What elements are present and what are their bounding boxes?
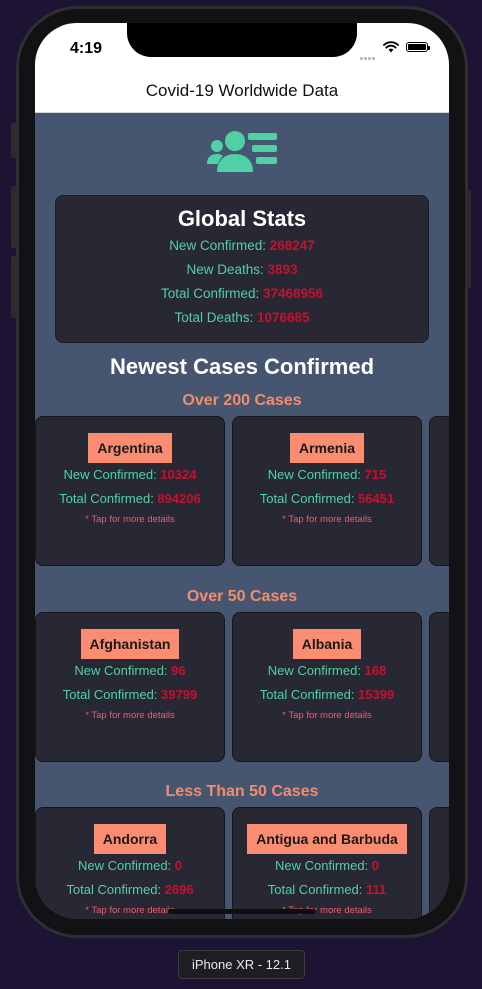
new-confirmed-value: 0 <box>174 858 183 873</box>
tap-hint: * Tap for more details <box>85 514 175 525</box>
power-button <box>465 190 471 288</box>
battery-icon <box>406 42 430 52</box>
total-confirmed-label: Total Confirmed: <box>66 882 165 897</box>
cards-row-over-200[interactable]: Argentina New Confirmed: 10324 Total Con… <box>35 416 449 568</box>
country-name-badge: Albania <box>292 629 362 659</box>
tap-hint: * Tap for more details <box>282 514 372 525</box>
simulator-device-label: iPhone XR - 12.1 <box>178 950 305 979</box>
people-list-icon <box>207 131 277 172</box>
status-time: 4:19 <box>70 40 103 57</box>
new-confirmed-line: New Confirmed: 10324 <box>36 463 224 487</box>
total-confirmed-value: 56451 <box>358 491 395 506</box>
new-confirmed-label: New Confirmed: <box>74 663 172 678</box>
country-card-partial[interactable] <box>429 416 449 566</box>
new-confirmed-line: New Confirmed: 0 <box>36 854 224 878</box>
country-card-partial[interactable] <box>429 807 449 919</box>
stat-value: 1076685 <box>256 310 310 325</box>
country-card-andorra[interactable]: Andorra New Confirmed: 0 Total Confirmed… <box>35 807 225 919</box>
total-confirmed-line: Total Confirmed: 2696 <box>36 878 224 902</box>
new-confirmed-line: New Confirmed: 0 <box>233 854 421 878</box>
new-confirmed-line: New Confirmed: 96 <box>36 659 224 683</box>
total-confirmed-value: 111 <box>366 882 387 897</box>
country-name-badge: Andorra <box>93 824 167 854</box>
total-confirmed-line: Total Confirmed: 39799 <box>36 683 224 707</box>
new-confirmed-value: 0 <box>371 858 380 873</box>
newest-cases-title: Newest Cases Confirmed <box>109 354 375 379</box>
new-confirmed-label: New Confirmed: <box>77 858 175 873</box>
total-confirmed-value: 2696 <box>164 882 194 897</box>
country-card-antigua-and-barbuda[interactable]: Antigua and Barbuda New Confirmed: 0 Tot… <box>232 807 422 919</box>
device-screen: 4:19 Covid-19 Worldwide Data Global Stat… <box>35 23 449 919</box>
new-confirmed-value: 10324 <box>160 467 197 482</box>
global-stats-title: Global Stats <box>177 206 307 231</box>
total-confirmed-line: Total Confirmed: 111 <box>233 878 421 902</box>
total-confirmed-value: 894206 <box>157 491 201 506</box>
stat-label: Total Deaths: <box>174 310 257 325</box>
notch <box>127 23 357 57</box>
mute-switch <box>11 123 17 158</box>
global-stats-card: Global Stats New Confirmed: 268247 New D… <box>55 195 429 343</box>
new-confirmed-value: 96 <box>171 663 186 678</box>
global-total-confirmed: Total Confirmed: 37468956 <box>56 282 428 306</box>
global-new-deaths: New Deaths: 3893 <box>56 258 428 282</box>
cards-row-over-50[interactable]: Afghanistan New Confirmed: 96 Total Conf… <box>35 612 449 764</box>
wifi-icon <box>383 41 399 53</box>
tap-hint: * Tap for more details <box>85 710 175 721</box>
country-name-badge: Antigua and Barbuda <box>247 824 407 854</box>
new-confirmed-label: New Confirmed: <box>63 467 161 482</box>
total-confirmed-line: Total Confirmed: 894206 <box>36 487 224 511</box>
total-confirmed-label: Total Confirmed: <box>59 491 158 506</box>
new-confirmed-label: New Confirmed: <box>267 663 365 678</box>
total-confirmed-line: Total Confirmed: 15399 <box>233 683 421 707</box>
group-title-over-50: Over 50 Cases <box>186 588 298 605</box>
country-card-afghanistan[interactable]: Afghanistan New Confirmed: 96 Total Conf… <box>35 612 225 762</box>
nav-title: Covid-19 Worldwide Data <box>145 80 339 100</box>
signal-icon <box>360 47 376 60</box>
global-new-confirmed: New Confirmed: 268247 <box>56 234 428 258</box>
total-confirmed-label: Total Confirmed: <box>259 687 359 702</box>
new-confirmed-value: 715 <box>364 467 387 482</box>
new-confirmed-line: New Confirmed: 715 <box>233 463 421 487</box>
volume-down-button <box>11 256 17 318</box>
total-confirmed-line: Total Confirmed: 56451 <box>233 487 421 511</box>
total-confirmed-value: 15399 <box>358 687 395 702</box>
group-title-less-than-50: Less Than 50 Cases <box>165 783 319 800</box>
country-card-partial[interactable] <box>429 612 449 762</box>
country-card-armenia[interactable]: Armenia New Confirmed: 715 Total Confirm… <box>232 416 422 566</box>
total-confirmed-value: 39799 <box>161 687 198 702</box>
new-confirmed-value: 168 <box>364 663 387 678</box>
stat-value: 3893 <box>267 262 298 277</box>
stat-label: New Confirmed: <box>169 238 270 253</box>
total-confirmed-label: Total Confirmed: <box>62 687 162 702</box>
stat-label: Total Confirmed: <box>160 286 263 301</box>
new-confirmed-label: New Confirmed: <box>267 467 365 482</box>
tap-hint: * Tap for more details <box>282 905 372 916</box>
stat-value: 37468956 <box>262 286 324 301</box>
main-scroll-view[interactable]: Global Stats New Confirmed: 268247 New D… <box>35 113 449 919</box>
home-indicator[interactable] <box>168 909 316 914</box>
volume-up-button <box>11 186 17 248</box>
country-name-badge: Argentina <box>88 433 172 463</box>
total-confirmed-label: Total Confirmed: <box>267 882 366 897</box>
country-name-badge: Armenia <box>289 433 365 463</box>
group-title-over-200: Over 200 Cases <box>182 392 302 409</box>
country-card-albania[interactable]: Albania New Confirmed: 168 Total Confirm… <box>232 612 422 762</box>
global-total-deaths: Total Deaths: 1076685 <box>56 306 428 330</box>
new-confirmed-label: New Confirmed: <box>274 858 372 873</box>
status-bar: 4:19 <box>35 23 449 71</box>
country-name-badge: Afghanistan <box>80 629 180 659</box>
cards-row-less-than-50[interactable]: Andorra New Confirmed: 0 Total Confirmed… <box>35 807 449 919</box>
new-confirmed-line: New Confirmed: 168 <box>233 659 421 683</box>
stat-label: New Deaths: <box>186 262 268 277</box>
navigation-bar: Covid-19 Worldwide Data <box>35 71 449 113</box>
country-card-argentina[interactable]: Argentina New Confirmed: 10324 Total Con… <box>35 416 225 566</box>
tap-hint: * Tap for more details <box>282 710 372 721</box>
total-confirmed-label: Total Confirmed: <box>259 491 359 506</box>
stat-value: 268247 <box>269 238 315 253</box>
tap-hint: * Tap for more details <box>85 905 175 916</box>
